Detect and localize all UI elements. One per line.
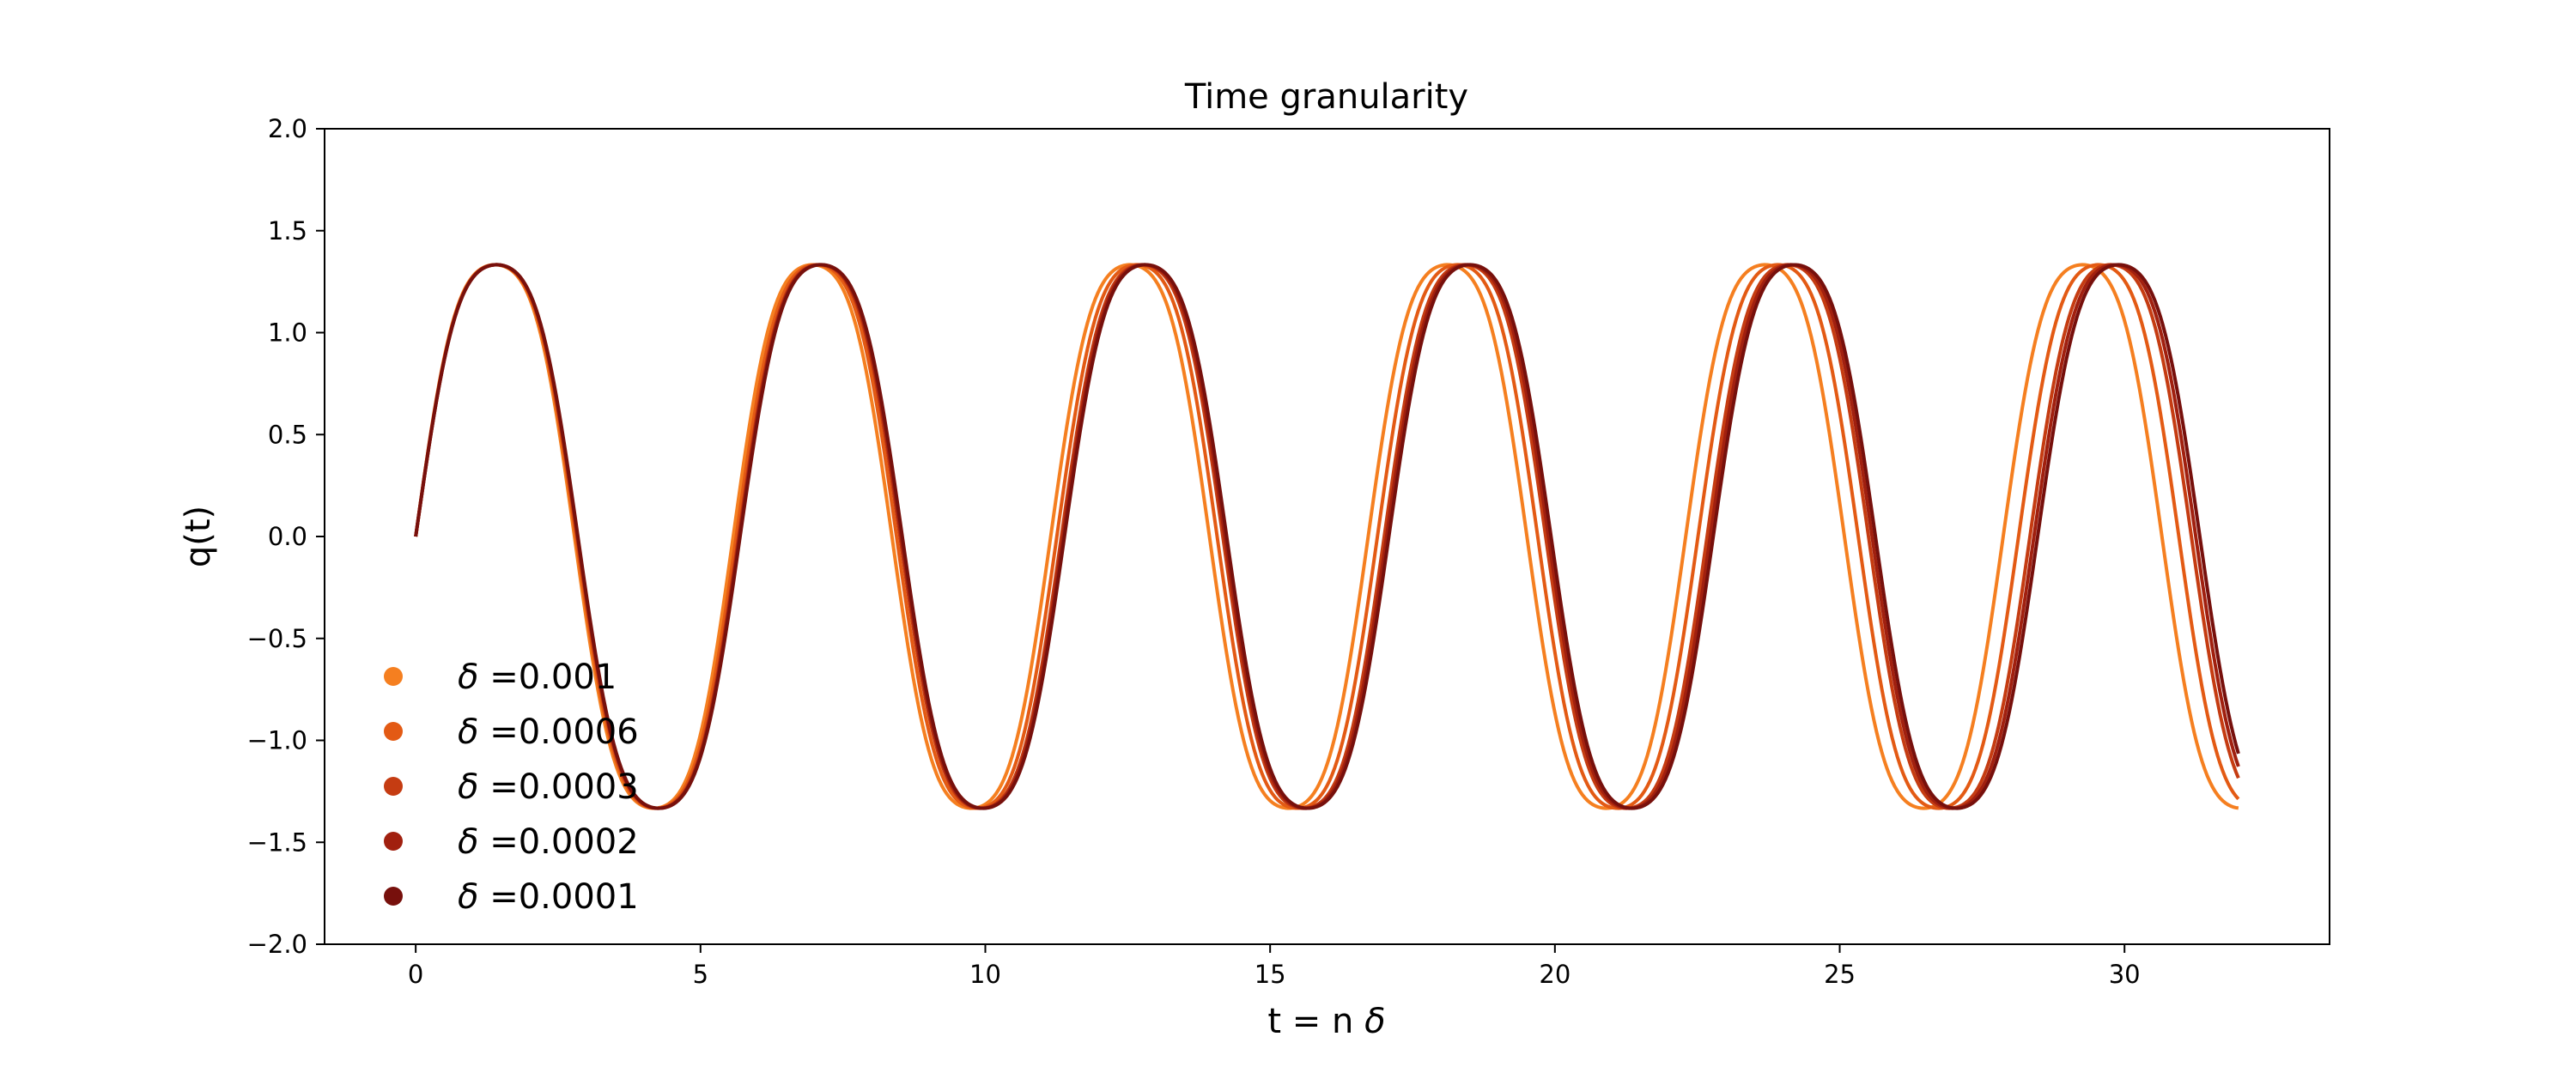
y-tick-label: 0.5 <box>268 420 307 449</box>
x-tick-label: 30 <box>2109 960 2141 989</box>
x-axis-label-symbol: δ <box>1364 1002 1385 1041</box>
legend-marker <box>384 887 403 906</box>
legend-value: =0.0002 <box>489 822 638 862</box>
legend-marker <box>384 667 403 686</box>
legend-spacer <box>478 658 489 697</box>
x-axis-label-prefix: t = n <box>1267 1002 1364 1041</box>
y-tick-label: −1.5 <box>247 827 307 857</box>
legend-symbol: δ <box>458 712 478 752</box>
legend-spacer <box>478 822 489 862</box>
y-tick-label: −0.5 <box>247 624 307 653</box>
y-tick-label: 1.5 <box>268 216 307 246</box>
y-tick-label: −1.0 <box>247 726 307 755</box>
x-tick-label: 10 <box>969 960 1001 989</box>
legend-entry: δ =0.001 <box>458 658 617 697</box>
x-axis-label: t = n δ <box>1267 1002 1385 1041</box>
y-axis: −2.0 −1.5 −1.0 −0.5 0.0 0.5 1.0 1.5 2.0 <box>247 114 325 959</box>
legend-marker <box>384 722 403 741</box>
legend-entry: δ =0.0006 <box>458 712 639 752</box>
series-layer <box>414 263 2240 810</box>
y-tick-label: 0.0 <box>268 522 307 551</box>
y-tick-label: −2.0 <box>247 930 307 959</box>
y-tick-label: 2.0 <box>268 114 307 143</box>
legend-symbol: δ <box>458 767 478 807</box>
x-tick-label: 25 <box>1824 960 1856 989</box>
legend-entry: δ =0.0002 <box>458 822 639 862</box>
legend-spacer <box>478 877 489 917</box>
legend-entry: δ =0.0001 <box>458 877 639 917</box>
x-axis: 0 5 10 15 20 25 30 <box>408 944 2141 989</box>
legend-spacer <box>478 767 489 807</box>
series-line-5 <box>414 263 2240 810</box>
legend-marker <box>384 777 403 796</box>
legend-spacer <box>478 712 489 752</box>
legend-value: =0.0003 <box>489 767 638 807</box>
x-tick-label: 0 <box>408 960 423 989</box>
legend-symbol: δ <box>458 658 478 697</box>
x-tick-label: 5 <box>693 960 708 989</box>
legend-marker <box>384 832 403 851</box>
legend-symbol: δ <box>458 822 478 862</box>
legend-symbol: δ <box>458 877 478 917</box>
series-line-2 <box>414 263 2240 810</box>
y-axis-label: q(t) <box>179 506 218 567</box>
legend-value: =0.0001 <box>489 877 638 917</box>
x-tick-label: 20 <box>1539 960 1571 989</box>
y-tick-label: 1.0 <box>268 318 307 348</box>
x-tick-label: 15 <box>1255 960 1286 989</box>
legend-value: =0.0006 <box>489 712 638 752</box>
chart-title: Time granularity <box>1184 77 1468 117</box>
legend-entry: δ =0.0003 <box>458 767 639 807</box>
legend-value: =0.001 <box>489 658 617 697</box>
